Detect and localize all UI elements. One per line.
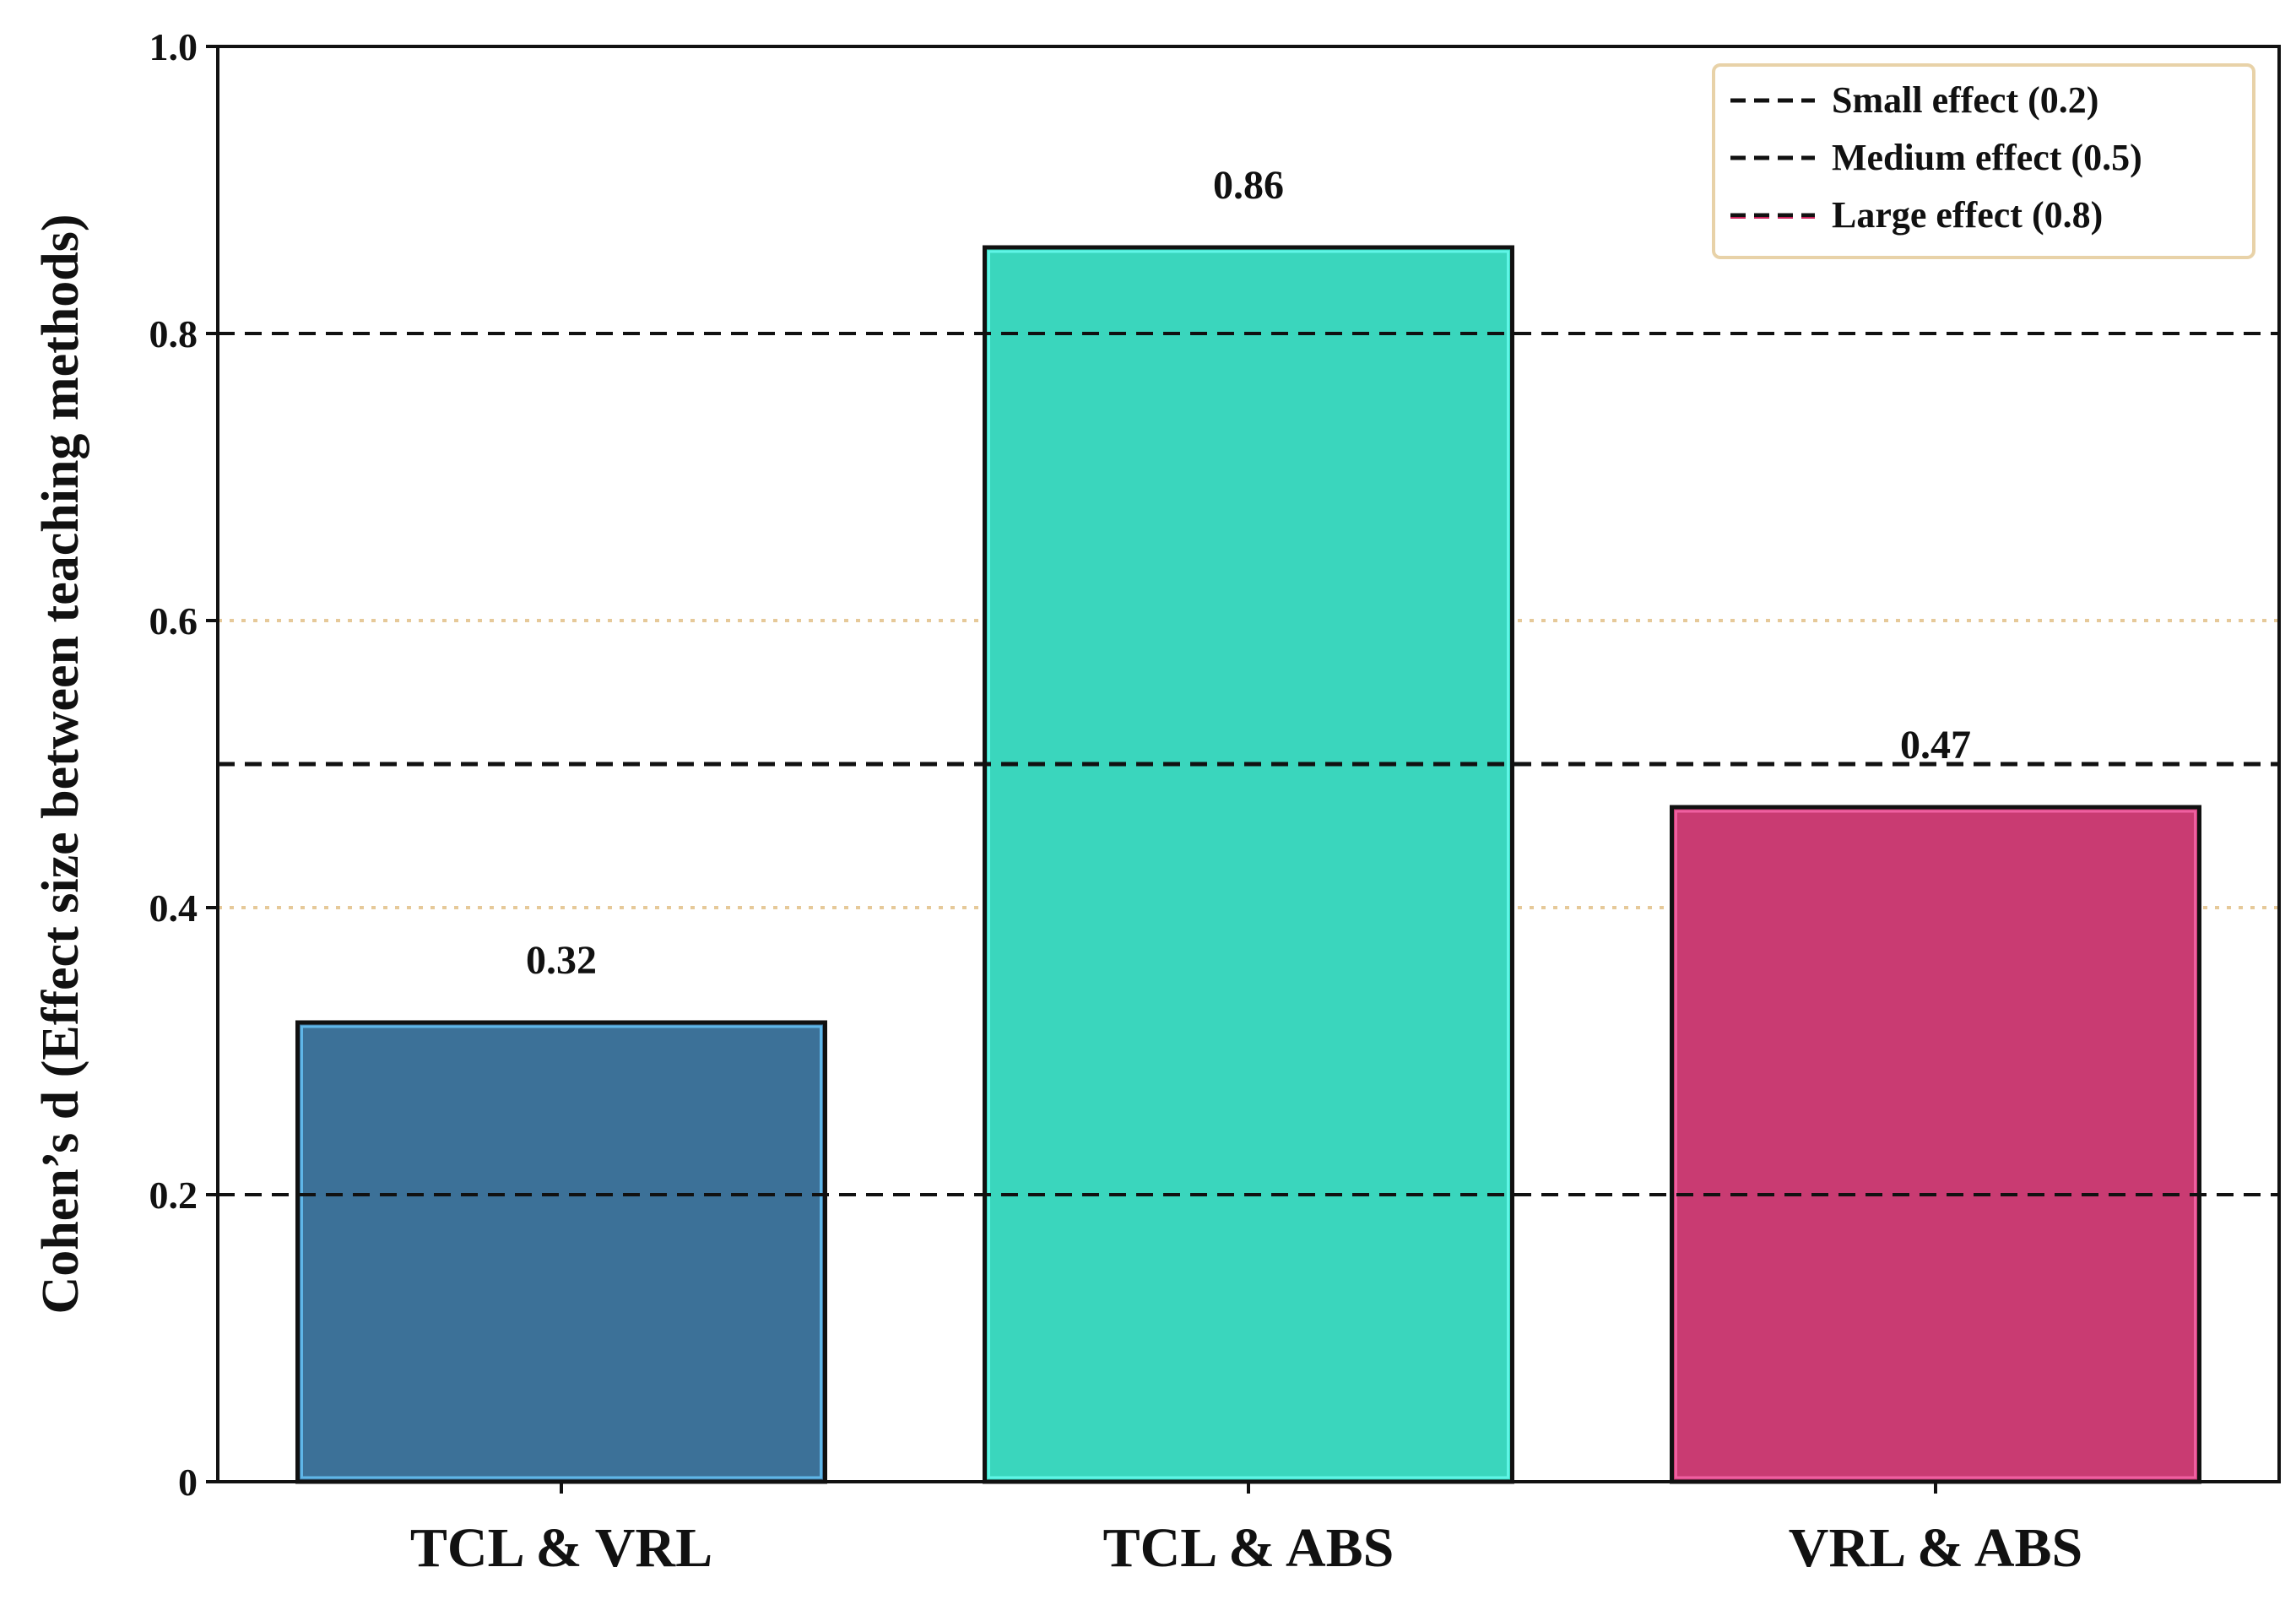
- data-labels-layer: 0.32 0.86 0.47: [526, 163, 1971, 983]
- reference-lines-layer: [218, 332, 2279, 1196]
- legend-label-2: Large effect (0.8): [1832, 194, 2103, 236]
- data-label-2: 0.47: [1900, 723, 1971, 767]
- y-tick-label-2: 0.4: [149, 887, 198, 930]
- x-tick-label-0: TCL & VRL: [410, 1517, 712, 1579]
- y-axis-label: Cohen’s d (Effect size between teaching …: [32, 214, 89, 1315]
- data-label-0: 0.32: [526, 938, 597, 983]
- y-tick-label-4: 0.8: [149, 312, 198, 355]
- legend: Small effect (0.2) Medium effect (0.5) Lar…: [1712, 63, 2255, 259]
- bar-2: [1670, 805, 2201, 1484]
- y-tick-label-1: 0.2: [149, 1174, 198, 1217]
- bar-edge-2: [1675, 810, 2196, 1479]
- legend-box: [1712, 63, 2255, 259]
- bar-0: [295, 1020, 827, 1484]
- y-tick-label-0: 0: [178, 1461, 198, 1504]
- y-tick-label-3: 0.6: [149, 599, 198, 643]
- y-tick-label-5: 1.0: [149, 25, 198, 68]
- legend-label-1: Medium effect (0.5): [1832, 137, 2142, 178]
- data-label-1: 0.86: [1213, 163, 1284, 208]
- bar-edge-1: [988, 250, 1509, 1479]
- x-axis: TCL & VRL TCL & ABS VRL & ABS: [410, 1482, 2082, 1579]
- bars-layer: [295, 245, 2201, 1484]
- x-tick-label-1: TCL & ABS: [1103, 1517, 1394, 1579]
- x-tick-label-2: VRL & ABS: [1789, 1517, 2082, 1579]
- legend-label-0: Small effect (0.2): [1832, 79, 2098, 121]
- bar-edge-0: [301, 1025, 822, 1479]
- bar-1: [983, 245, 1514, 1484]
- y-axis: 0 0.2 0.4 0.6 0.8 1.0: [149, 25, 218, 1504]
